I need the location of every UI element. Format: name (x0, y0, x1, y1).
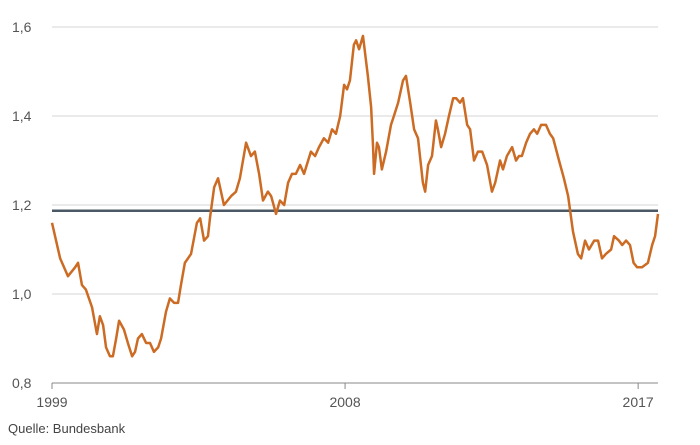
y-tick-label: 1,0 (12, 286, 32, 302)
line (50, 34, 660, 358)
x-tick-label: 1999 (36, 394, 67, 410)
y-tick-label: 0,8 (12, 375, 32, 391)
y-tick-label: 1,4 (12, 108, 32, 124)
x-tick-label: 2008 (329, 394, 360, 410)
y-tick-label: 1,2 (12, 197, 32, 213)
source-note: Quelle: Bundesbank (8, 421, 126, 436)
x-tick-label: 2017 (623, 394, 654, 410)
y-tick-label: 1,6 (12, 19, 32, 35)
